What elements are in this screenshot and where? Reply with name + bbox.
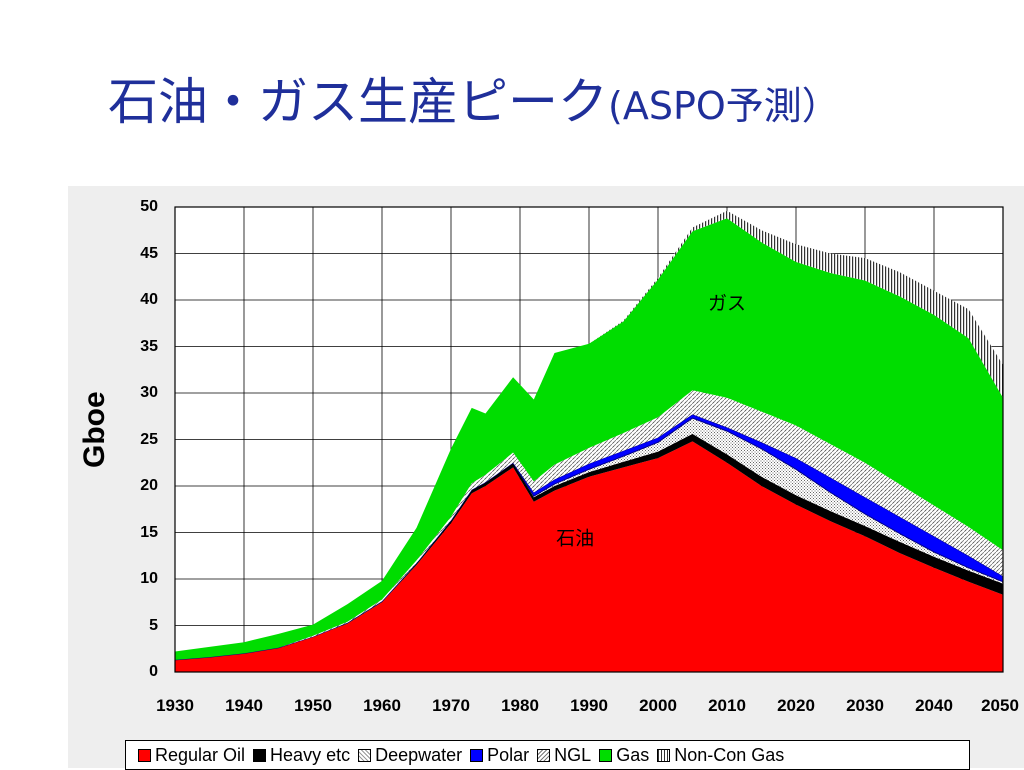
- legend-label: NGL: [554, 744, 592, 765]
- y-axis-label: Gboe: [78, 391, 111, 468]
- legend-swatch: [599, 748, 613, 762]
- y-tick-label: 0: [149, 663, 158, 680]
- y-tick-label: 20: [140, 477, 158, 494]
- legend-swatch: [537, 748, 551, 762]
- x-tick-label: 1970: [432, 696, 470, 715]
- series-area-gas: [175, 218, 1003, 660]
- legend-label: Non-Con Gas: [674, 744, 785, 765]
- x-tick-label: 1950: [294, 696, 332, 715]
- legend-swatch: [138, 748, 151, 762]
- y-tick-label: 35: [140, 337, 158, 355]
- x-tick-label: 1940: [225, 696, 263, 715]
- legend-label: Deepwater: [375, 744, 463, 765]
- legend-label: Regular Oil: [155, 744, 246, 765]
- x-tick-label: 2040: [915, 696, 953, 715]
- x-tick-label: 1930: [156, 696, 194, 715]
- x-tick-label: 2030: [846, 696, 884, 715]
- legend-label: Gas: [616, 744, 650, 765]
- x-tick-label: 2050: [981, 696, 1019, 715]
- legend-swatch: [470, 748, 484, 762]
- legend-item-polar: Polar: [470, 745, 529, 766]
- legend-label: Heavy etc: [270, 744, 351, 765]
- y-tick-label: 10: [140, 570, 158, 587]
- title-sub: (ASPO予測）: [608, 84, 840, 128]
- y-tick-label: 15: [140, 523, 158, 541]
- slide-title: 石油・ガス生産ピーク(ASPO予測）: [108, 62, 840, 134]
- x-tick-label: 2020: [777, 696, 815, 715]
- y-tick-label: 50: [140, 198, 158, 215]
- legend-item-regular-oil: Regular Oil: [138, 745, 245, 766]
- x-tick-label: 1980: [501, 696, 539, 715]
- x-tick-label: 2010: [708, 696, 746, 715]
- legend-swatch: [358, 748, 372, 762]
- y-tick-label: 30: [140, 384, 158, 401]
- plot-border: [174, 206, 1004, 673]
- y-tick-label: 5: [149, 616, 158, 634]
- y-tick-label: 25: [140, 430, 158, 448]
- x-tick-label: 2000: [639, 696, 677, 715]
- legend-item-deepwater: Deepwater: [358, 745, 462, 766]
- title-main: 石油・ガス生産ピーク: [108, 73, 608, 131]
- series-area-ngl: [175, 390, 1003, 660]
- annotation-label: ガス: [707, 292, 747, 315]
- legend-item-non-con-gas: Non-Con Gas: [657, 745, 784, 766]
- x-tick-label: 1990: [570, 696, 608, 715]
- legend-item-ngl: NGL: [537, 745, 591, 766]
- series-area-deepwater: [175, 418, 1003, 660]
- legend-swatch: [657, 748, 671, 762]
- legend-label: Polar: [487, 744, 530, 765]
- legend-item-heavy-etc: Heavy etc: [253, 745, 350, 766]
- legend-swatch: [253, 748, 267, 762]
- legend-item-gas: Gas: [599, 745, 649, 766]
- x-tick-label: 1960: [363, 696, 401, 715]
- y-tick-label: 45: [140, 244, 158, 262]
- series-area-regular-oil: [175, 441, 1003, 672]
- y-tick-label: 40: [140, 291, 158, 308]
- legend: Regular Oil Heavy etc Deepwater Polar NGL Gas…: [125, 740, 970, 770]
- annotation-label: 石油: [556, 527, 595, 550]
